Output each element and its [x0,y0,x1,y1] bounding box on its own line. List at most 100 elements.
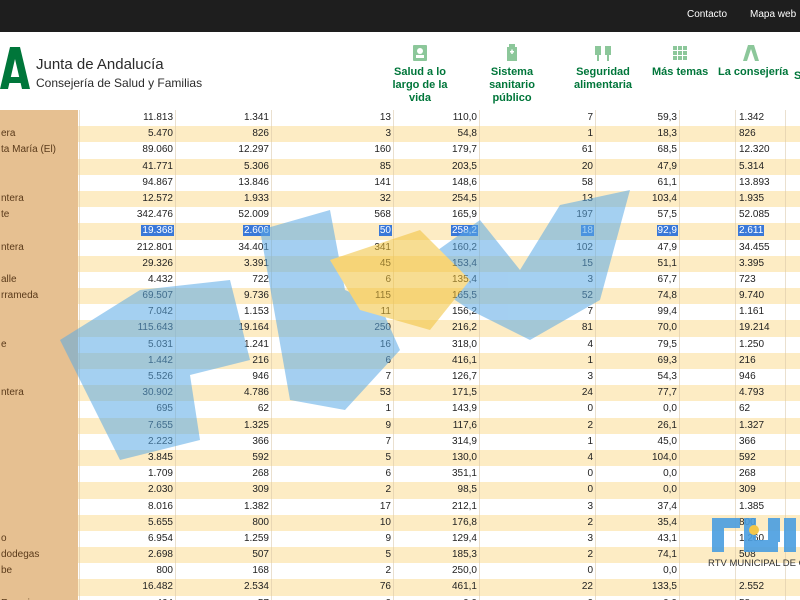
table-row: 2.223 366 7 314,9 1 45,0 366 34 [0,433,800,450]
table-cell: 4.65 [786,385,800,401]
table-cell: 8.016 [147,500,173,512]
table-cell: 34.401 [238,241,269,253]
table-cell: 3.28 [786,256,800,272]
row-label [0,514,78,531]
row-label: o [0,530,78,548]
table-cell: 62 [257,403,269,415]
nav-la-consejeria[interactable]: La consejería [718,44,788,79]
table-cell: 0 [587,565,593,577]
table-cell: 16 [379,338,391,350]
table-cell: 5.08 [786,159,800,175]
table-cell: 5.470 [147,128,173,140]
table-cell: 19.164 [238,322,269,334]
table-cell: 3 [385,128,391,140]
table-cell: 1.933 [243,192,269,204]
table-cell: 0 [480,596,594,600]
row-label [0,304,78,321]
table-cell: 212.801 [136,241,173,253]
table-cell: 61,1 [657,176,677,188]
table-cell: 94.867 [142,176,173,188]
contacto-link[interactable]: Contacto [687,9,728,20]
row-label [0,417,78,434]
table-cell: 81 [581,322,593,334]
mapa-web-link[interactable]: Mapa web [750,9,797,20]
row-label: alle [0,271,78,289]
table-cell: 4 [587,451,593,463]
table-cell: 0,0 [663,468,677,480]
table-cell: 45,0 [657,435,677,447]
table-cell: 18,3 [657,128,677,140]
table-row: 1.442 216 6 416,1 1 69,3 216 20 [0,352,800,369]
table-cell: 79,5 [657,338,677,350]
table-cell: 4 [587,338,593,350]
nav-sistema-sanitario[interactable]: Sistema sanitario público [482,44,542,105]
table-cell: 1.325 [243,419,269,431]
table-cell: 1 [587,435,593,447]
nav-seguridad-alimentaria[interactable]: Seguridad alimentaria [566,44,640,92]
table-row: rrameda 69.507 9.736 115 165,5 52 74,8 9.740 9.4… [0,288,800,305]
table-cell: 135,4 [451,273,477,285]
table-cell: 0,0 [596,596,678,600]
row-label [0,174,78,191]
table-row: 16.482 2.534 76 461,1 22 133,5 2.552 2.46 [0,579,800,596]
table-cell: 7 [385,371,391,382]
row-label [0,449,78,467]
table-cell: 29.326 [142,257,173,269]
nav-label: Sistema sanitario público [489,66,535,104]
table-cell: 0,0 [663,565,677,577]
row-label [0,110,78,127]
table-cell: 68,5 [657,144,677,156]
table-row: Rosario4645700,000,058 [0,595,800,600]
table-cell: 67,7 [657,273,677,285]
table-cell: 4.793 [739,387,765,399]
data-table: 11.8131.34113110,0759,31.3421.28era5.470… [0,110,800,600]
table-cell: 11.813 [143,112,173,123]
table-cell: 176,8 [451,516,477,528]
table-cell: 117,6 [452,419,477,431]
table-cell: 185,3 [451,549,477,561]
table-cell: 77,7 [657,387,677,399]
table-cell: 98,5 [457,484,477,496]
table-cell: 6 [786,401,800,417]
table-cell: 2.46 [786,579,800,595]
table-cell: 722 [252,273,269,285]
row-label [0,255,78,272]
table-cell: 1.85 [786,191,800,207]
glasses-icon [595,46,611,61]
table-cell: 141 [374,176,391,188]
table-cell: 76 [379,581,391,593]
table-cell: 29 [786,482,800,498]
table-cell: 50.52 [786,207,800,223]
person-card-icon [413,45,427,61]
row-label [0,223,78,240]
table-cell: 216,2 [451,322,477,334]
table-cell: 5 [385,451,391,463]
table-cell: 99,4 [657,306,677,318]
row-label: e [0,336,78,353]
junta-andalucia-logo-icon[interactable] [0,47,30,94]
nav-salud-vida[interactable]: Salud a lo largo de la vida [380,44,460,105]
top-utility-bar: Contacto Mapa web [0,0,800,32]
table-cell: 15 [581,257,593,269]
nav-mas-temas[interactable]: Más temas [652,44,708,79]
table-cell [786,596,800,600]
row-label: rrameda [0,288,78,305]
table-cell: 592 [252,451,269,463]
table-row: 19.368 2.606 50 258,2 18 92,9 2.611 2.52 [0,223,800,240]
table-cell: 9.46 [786,288,800,304]
table-cell: 3 [587,500,593,512]
row-label: ntera [0,385,78,402]
table-cell: 153,4 [451,257,477,269]
table-cell: 1.21 [786,531,800,547]
row-label [0,158,78,175]
table-cell: 160,2 [451,241,477,253]
table-cell: 309 [739,484,756,496]
table-cell: 1.13 [786,304,800,320]
table-cell: 1.341 [243,112,269,123]
table-cell: 12.297 [238,144,269,156]
table-cell: 3.391 [243,257,269,269]
table-cell: 156,2 [451,306,477,318]
table-cell: 341 [374,241,391,253]
nav-item-cut[interactable]: S [794,44,800,83]
table-cell: 1 [587,128,593,140]
